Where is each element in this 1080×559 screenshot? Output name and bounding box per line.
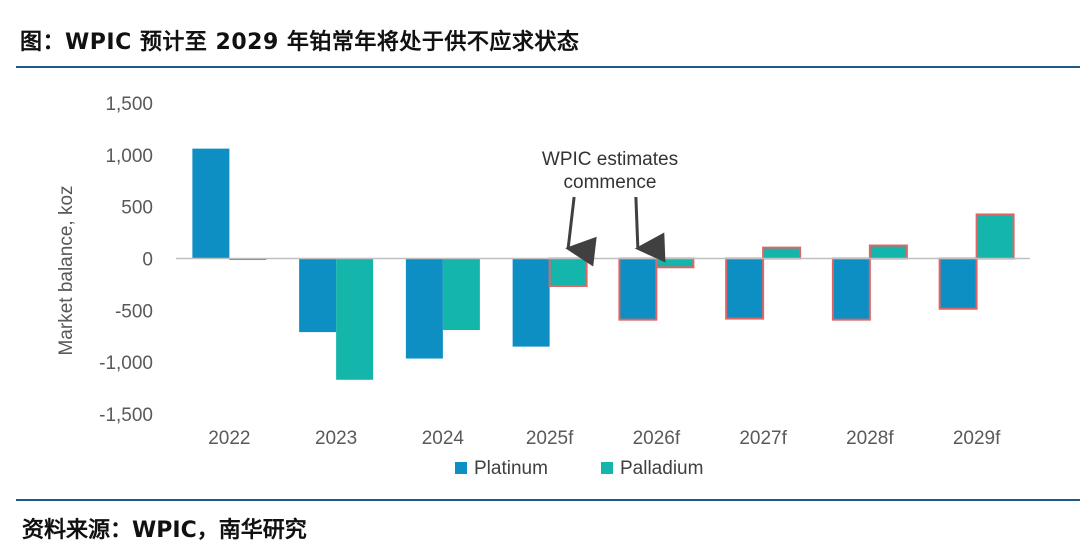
y-tick-label: -500: [115, 301, 153, 322]
y-axis-ticks: 1,500 1,000 500 0 -500 -1,000 -1,500: [99, 94, 153, 426]
x-tick-label: 2022: [208, 428, 250, 449]
y-axis-label: Market balance, koz: [56, 185, 77, 355]
annotation-arrow: [565, 196, 597, 267]
bar-platinum-2023: [299, 258, 337, 333]
source-note: 资料来源：WPIC，南华研究: [22, 518, 307, 543]
y-tick-label: 0: [142, 250, 153, 271]
x-axis-ticks: 2022 2023 2024 2025f 2026f 2027f 2028f 2029f: [208, 428, 1001, 449]
x-tick-label: 2027f: [739, 428, 787, 449]
legend-label-palladium: Palladium: [620, 458, 703, 479]
annotation-group: WPIC estimates commence: [542, 149, 678, 267]
x-tick-label: 2024: [422, 428, 465, 449]
bar-palladium-2023: [336, 258, 374, 380]
bar-palladium-2024: [442, 258, 480, 331]
bottom-divider: [16, 499, 1080, 501]
bar-platinum-2024: [405, 258, 443, 359]
y-axis-label-group: Market balance, koz: [56, 185, 77, 355]
y-tick-label: 1,500: [105, 94, 153, 115]
bar-palladium-2027f: [762, 246, 802, 260]
annotation-text-line-2: commence: [564, 172, 657, 193]
bar-platinum-2029f: [938, 257, 978, 310]
y-tick-label: 500: [121, 198, 153, 219]
bar-platinum-2022: [192, 148, 230, 259]
bar-platinum-2026f: [618, 257, 658, 321]
y-tick-label: 1,000: [105, 146, 153, 167]
x-tick-label: 2029f: [953, 428, 1001, 449]
bar-platinum-2025f: [512, 258, 550, 347]
x-tick-label: 2025f: [526, 428, 574, 449]
annotation-arrow: [634, 196, 666, 263]
legend: Platinum Palladium: [455, 458, 703, 479]
y-tick-label: -1,000: [99, 353, 153, 374]
legend-swatch-platinum: [455, 462, 467, 474]
legend-swatch-palladium: [601, 462, 613, 474]
bar-palladium-2026f: [655, 257, 695, 269]
x-tick-label: 2026f: [633, 428, 681, 449]
bar-palladium-2028f: [868, 244, 908, 260]
x-tick-label: 2028f: [846, 428, 894, 449]
bar-palladium-2022: [229, 258, 267, 261]
bar-chart: Market balance, koz 1,500 1,000 500 0 -500 -1…: [56, 94, 1030, 479]
y-tick-label: -1,500: [99, 405, 153, 426]
bar-platinum-2028f: [831, 257, 871, 321]
x-tick-label: 2023: [315, 428, 357, 449]
bar-palladium-2029f: [975, 213, 1015, 260]
bar-palladium-2025f: [548, 257, 588, 287]
legend-label-platinum: Platinum: [474, 458, 548, 479]
page-title: 图：WPIC 预计至 2029 年铂常年将处于供不应求状态: [20, 30, 580, 55]
annotation-text-line-1: WPIC estimates: [542, 149, 678, 170]
bar-platinum-2027f: [725, 257, 765, 320]
top-divider: [16, 66, 1080, 68]
